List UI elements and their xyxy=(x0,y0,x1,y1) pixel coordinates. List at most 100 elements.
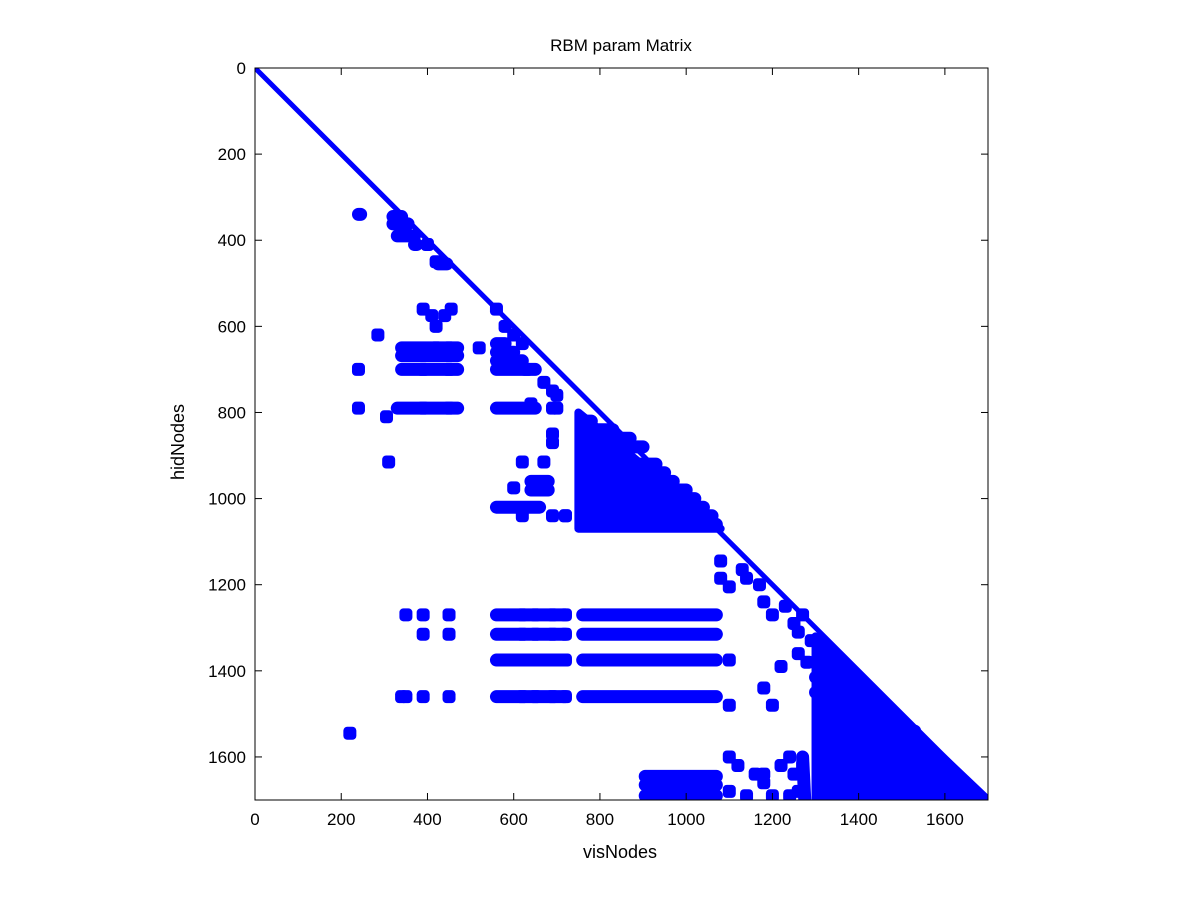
x-tick-label-1400: 1400 xyxy=(840,810,878,829)
nonzero-point-34 xyxy=(537,455,551,469)
nonzero-point-71 xyxy=(757,595,771,609)
nonzero-point-39 xyxy=(399,608,413,622)
nonzero-point-66 xyxy=(714,571,728,585)
nonzero-point-55 xyxy=(515,653,529,667)
nonzero-point-47 xyxy=(515,608,529,622)
nonzero-point-13 xyxy=(429,341,443,355)
nonzero-point-50 xyxy=(558,608,572,622)
nonzero-point-99 xyxy=(558,509,572,523)
nonzero-point-83 xyxy=(809,655,823,669)
nonzero-point-35 xyxy=(507,481,521,495)
y-tick-label-1600: 1600 xyxy=(208,748,246,767)
y-tick-label-1000: 1000 xyxy=(208,490,246,509)
nonzero-point-85 xyxy=(731,759,745,773)
x-axis-label: visNodes xyxy=(583,842,657,862)
nonzero-point-61 xyxy=(528,690,542,704)
nonzero-point-27 xyxy=(550,388,564,402)
nonzero-point-37 xyxy=(546,509,560,523)
nonzero-point-20 xyxy=(489,302,503,316)
nonzero-point-46 xyxy=(442,690,456,704)
y-tick-label-200: 200 xyxy=(218,145,246,164)
nonzero-point-16 xyxy=(442,401,456,415)
nonzero-point-84 xyxy=(722,750,736,764)
nonzero-point-22 xyxy=(507,328,521,342)
nonzero-point-7 xyxy=(425,309,439,323)
nonzero-point-64 xyxy=(722,698,736,712)
nonzero-point-78 xyxy=(774,660,788,674)
nonzero-point-98 xyxy=(395,690,409,704)
nonzero-point-8 xyxy=(429,319,443,333)
nonzero-point-53 xyxy=(546,627,560,641)
nonzero-point-18 xyxy=(429,255,443,269)
nonzero-point-29 xyxy=(550,401,564,415)
nonzero-point-31 xyxy=(546,436,560,450)
plot-marks xyxy=(255,68,988,800)
nonzero-point-51 xyxy=(515,627,529,641)
nonzero-point-49 xyxy=(546,608,560,622)
nonzero-point-21 xyxy=(498,319,512,333)
nonzero-point-67 xyxy=(722,580,736,594)
x-tick-label-0: 0 xyxy=(250,810,259,829)
nonzero-point-65 xyxy=(714,554,728,568)
nonzero-point-62 xyxy=(546,690,560,704)
nonzero-point-70 xyxy=(752,578,766,592)
nonzero-point-56 xyxy=(528,653,542,667)
y-tick-label-800: 800 xyxy=(218,403,246,422)
nonzero-point-59 xyxy=(722,653,736,667)
nonzero-point-36 xyxy=(515,509,529,523)
x-tick-label-800: 800 xyxy=(586,810,614,829)
nonzero-point-43 xyxy=(442,627,456,641)
x-tick-label-600: 600 xyxy=(500,810,528,829)
nonzero-point-4 xyxy=(351,362,365,376)
nonzero-point-75 xyxy=(796,608,810,622)
x-tick-label-400: 400 xyxy=(413,810,441,829)
y-tick-label-400: 400 xyxy=(218,231,246,250)
nonzero-point-92 xyxy=(722,784,736,798)
nonzero-point-48 xyxy=(528,608,542,622)
nonzero-point-3 xyxy=(371,328,385,342)
nonzero-point-52 xyxy=(528,627,542,641)
nonzero-point-40 xyxy=(416,608,430,622)
x-tick-label-1600: 1600 xyxy=(926,810,964,829)
nonzero-point-69 xyxy=(740,571,754,585)
y-tick-label-600: 600 xyxy=(218,317,246,336)
y-axis-label: hidNodes xyxy=(168,404,188,480)
nonzero-run-53 xyxy=(916,750,932,800)
nonzero-point-2 xyxy=(380,410,394,424)
nonzero-point-33 xyxy=(515,455,529,469)
axis-ticks: 0 200 400 600 800 1000 1200 1400 1600 0 200 400 600 8… xyxy=(208,59,988,829)
nonzero-point-41 xyxy=(442,608,456,622)
nonzero-point-91 xyxy=(796,759,810,773)
nonzero-point-1 xyxy=(382,455,396,469)
nonzero-point-57 xyxy=(546,653,560,667)
nonzero-point-72 xyxy=(765,608,779,622)
x-tick-label-1200: 1200 xyxy=(753,810,791,829)
nonzero-point-23 xyxy=(515,337,529,351)
x-tick-label-1000: 1000 xyxy=(667,810,705,829)
nonzero-point-19 xyxy=(472,341,486,355)
nonzero-point-10 xyxy=(444,302,458,316)
nonzero-point-90 xyxy=(787,767,801,781)
chart-title: RBM param Matrix xyxy=(550,36,692,55)
nonzero-point-77 xyxy=(804,634,818,648)
nonzero-point-54 xyxy=(558,627,572,641)
nonzero-point-17 xyxy=(420,238,434,252)
nonzero-point-81 xyxy=(791,647,805,661)
nonzero-point-73 xyxy=(778,599,792,613)
axes-box xyxy=(254,67,989,801)
y-tick-label-0: 0 xyxy=(237,59,246,78)
nonzero-point-5 xyxy=(351,401,365,415)
y-tick-label-1400: 1400 xyxy=(208,662,246,681)
nonzero-point-25 xyxy=(537,375,551,389)
nonzero-point-58 xyxy=(558,653,572,667)
nonzero-point-15 xyxy=(442,362,456,376)
nonzero-point-45 xyxy=(416,690,430,704)
nonzero-point-79 xyxy=(757,681,771,695)
nonzero-point-89 xyxy=(783,750,797,764)
nonzero-point-60 xyxy=(515,690,529,704)
nonzero-point-93 xyxy=(740,789,754,800)
nonzero-point-42 xyxy=(416,627,430,641)
nonzero-point-0 xyxy=(343,726,357,740)
nonzero-point-12 xyxy=(416,401,430,415)
